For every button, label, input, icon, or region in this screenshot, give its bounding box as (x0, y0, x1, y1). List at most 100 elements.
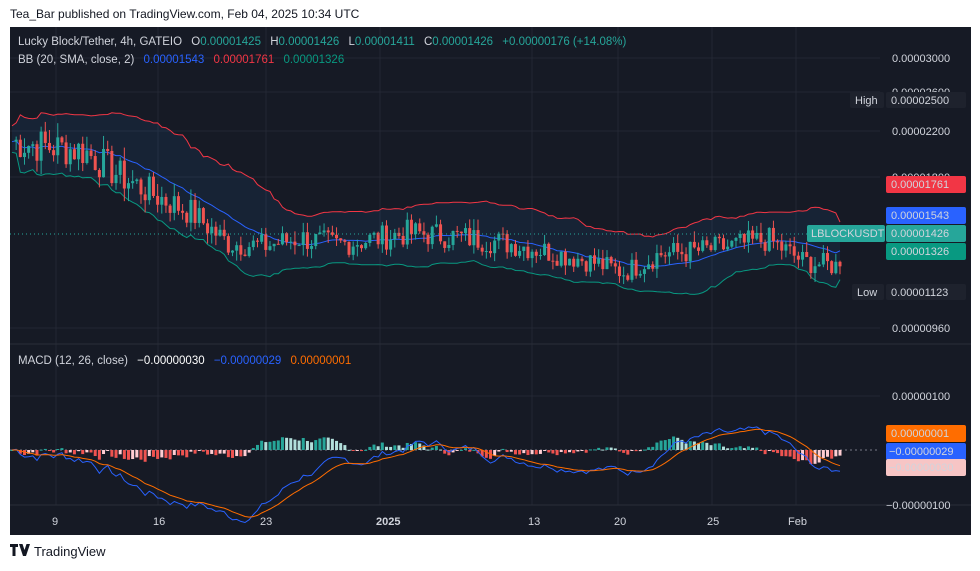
candle-body (555, 260, 559, 266)
macd-hist-bar (522, 450, 526, 454)
macd-hist-bar (468, 450, 472, 452)
macd-hist-bar (255, 444, 259, 450)
svg-text:−0.00000030: −0.00000030 (889, 462, 954, 474)
macd-hist-bar (351, 450, 355, 451)
macd-hist-bar (31, 450, 35, 453)
candle-body (243, 254, 247, 256)
candle-body (534, 251, 538, 256)
candle-body (226, 236, 230, 253)
macd-hist-bar (293, 439, 297, 450)
macd-hist-bar (231, 450, 235, 458)
candle-body (518, 250, 522, 256)
candle-body (713, 236, 717, 251)
macd-hist-bar (763, 450, 767, 455)
macd-hist-bar (276, 440, 280, 450)
candle-body (347, 241, 351, 255)
candle-body (355, 245, 359, 247)
candle-body (780, 241, 784, 251)
candle-body (305, 232, 309, 249)
candle-body (185, 212, 189, 223)
macd-hist-bar (384, 446, 388, 450)
macd-hist-bar (771, 450, 775, 453)
macd-hist-bar (322, 437, 326, 450)
bb-basis-tag: 0.00001543 (886, 207, 966, 224)
macd-hist-bar (551, 450, 555, 454)
candle-body (776, 241, 780, 243)
macd-tick: −0.00000100 (886, 500, 951, 512)
macd-hist-bar (310, 442, 314, 450)
macd-hist-bar (355, 450, 359, 451)
candle-body (788, 244, 792, 247)
macd-hist-bar (68, 450, 72, 453)
candle-body (451, 230, 455, 245)
macd-hist-bar (127, 450, 131, 460)
candle-body (176, 196, 180, 211)
candle-body (563, 251, 567, 266)
candle-body (530, 251, 534, 259)
candle-body (767, 227, 771, 251)
macd-line-tag: −0.00000029 (886, 443, 966, 460)
candle-body (538, 255, 542, 257)
macd-hist-bar (314, 440, 318, 450)
macd-hist-bar (156, 450, 160, 459)
candle-body (197, 208, 201, 223)
tradingview-brand[interactable]: TradingView (10, 544, 106, 559)
macd-hist-bar (601, 449, 605, 451)
candle-body (218, 229, 222, 236)
svg-text:High: High (855, 95, 878, 107)
candle-body (85, 150, 89, 164)
candle-body (310, 246, 314, 249)
macd-hist-bar (185, 450, 189, 458)
macd-hist-bar (251, 448, 255, 450)
time-label: 2025 (376, 516, 400, 528)
candle-body (784, 244, 788, 251)
chart-panel[interactable]: Lucky Block/Tether, 4h, GATEIO O0.000014… (10, 27, 971, 535)
macd-hist-tag: −0.00000030 (886, 459, 966, 476)
chart-svg[interactable]: Lucky Block/Tether, 4h, GATEIO O0.000014… (10, 27, 971, 535)
candle-body (809, 257, 813, 274)
macd-hist-bar (401, 447, 405, 450)
candle-body (672, 243, 676, 253)
time-label: 13 (528, 516, 540, 528)
macd-hist-bar (176, 450, 180, 456)
candle-body (114, 174, 118, 184)
candle-body (426, 234, 430, 245)
macd-hist-bar (372, 444, 376, 450)
bb-lower-tag: 0.00001326 (886, 243, 966, 260)
candle-body (151, 176, 155, 196)
macd-hist-bar (360, 450, 364, 452)
macd-hist-bar (680, 439, 684, 450)
macd-hist-bar (235, 450, 239, 457)
macd-hist-bar (734, 447, 738, 450)
macd-hist-bar (538, 450, 542, 454)
macd-hist-bar (651, 446, 655, 450)
candle-body (89, 150, 93, 157)
candle-body (160, 196, 164, 205)
macd-hist-bar (164, 450, 168, 458)
candle-body (201, 208, 205, 224)
candle-body (368, 234, 372, 243)
candle-body (418, 223, 422, 232)
macd-hist-bar (584, 450, 588, 453)
candle-body (721, 238, 725, 250)
candle-body (626, 275, 630, 280)
macd-tick: 0.00000100 (892, 391, 950, 403)
macd-hist-bar (547, 450, 551, 453)
candle-body (817, 264, 821, 267)
candle-body (280, 233, 284, 245)
candle-body (272, 243, 276, 247)
macd-hist-bar (368, 446, 372, 450)
macd-hist-bar (247, 450, 251, 453)
time-axis[interactable]: 9 16 23 2025 13 20 25 Feb (52, 516, 807, 528)
candle-body (634, 259, 638, 276)
candle-body (106, 148, 110, 151)
macd-hist-bar (376, 446, 380, 450)
price-tick: 0.00002200 (892, 126, 950, 138)
candle-body (509, 244, 513, 253)
candle-body (697, 247, 701, 251)
bb-upper-tag: 0.00001761 (886, 176, 966, 193)
macd-hist-bar (239, 450, 243, 457)
candle-body (210, 226, 214, 234)
macd-hist-bar (201, 450, 205, 452)
candle-body (801, 252, 805, 260)
